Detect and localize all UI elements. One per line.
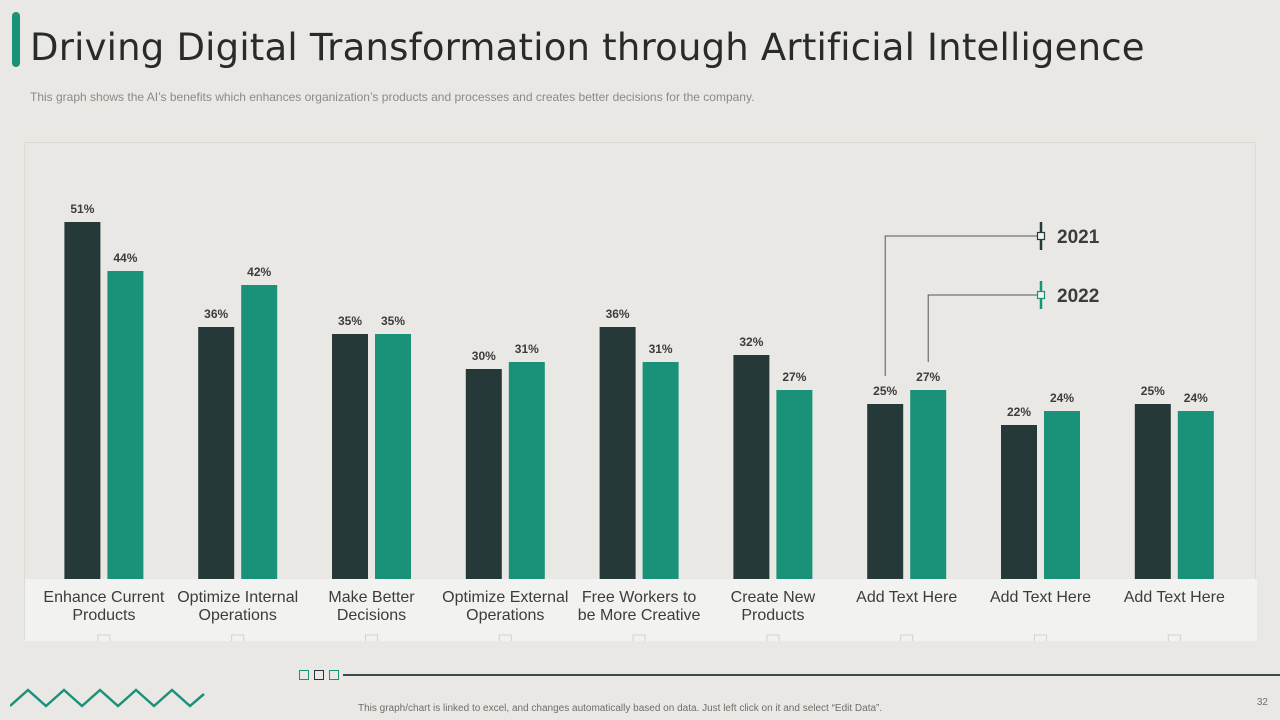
slide-subtitle: This graph shows the AI’s benefits which… [30,90,755,104]
data-label: 42% [247,265,271,279]
category-label: Optimize Internal Operations [171,589,305,625]
bar-2022[interactable] [508,362,545,579]
category-label-line: Add Text Here [1123,589,1225,606]
data-label: 31% [515,342,539,356]
category-label-line: Decisions [336,607,407,624]
bar-2022[interactable] [1177,411,1214,579]
bar-2021[interactable] [198,327,235,579]
data-label: 30% [472,349,496,363]
category-label-line: Operations [466,607,545,624]
category-label-line: Add Text Here [856,589,958,606]
data-label: 31% [649,342,673,356]
data-label: 51% [70,202,94,216]
bar-2022[interactable] [241,285,278,579]
category-label-line: Operations [198,607,277,624]
data-label: 25% [873,384,897,398]
category-label-line: Free Workers to [581,589,697,606]
data-label: 24% [1050,391,1074,405]
legend-callout-line [927,294,1041,362]
category-marker [1034,634,1047,641]
category-label: Add Text Here [840,589,974,607]
legend-marker [1036,290,1046,300]
category-marker [231,634,245,641]
category-label-line: Optimize External [442,589,569,606]
bar-2021[interactable] [465,369,502,579]
category-label-line: Make Better [328,589,415,606]
chart-panel[interactable]: 51% 44% 36% 42% 35% 35% 30% 31% 36% 31% 32% 27% 25% 2… [24,142,1257,641]
category-label-line: Add Text Here [989,589,1092,606]
category-marker [365,634,378,641]
data-label: 36% [204,307,228,321]
data-label: 35% [338,314,362,328]
data-label: 35% [381,314,405,328]
category-marker [1167,634,1181,641]
category-label-line: be More Creative [577,607,701,624]
footer-square [314,670,324,680]
zigzag-decoration [10,688,205,708]
category-marker [632,634,646,641]
category-label-line: Optimize Internal [177,589,299,606]
legend-callout-line [884,235,1041,376]
category-label: Enhance Current Products [37,589,171,625]
bar-2021[interactable] [1001,425,1037,579]
bar-2021[interactable] [332,334,368,579]
data-label: 25% [1141,384,1165,398]
legend-marker [1036,231,1046,241]
category-label: Optimize External Operations [438,589,572,625]
data-label: 44% [113,251,137,265]
footer-divider [343,674,1280,676]
category-label: Free Workers to be More Creative [572,589,706,625]
category-label-line: Products [741,607,805,624]
category-label-line: Create New [730,589,816,606]
bar-2021[interactable] [599,327,636,579]
category-marker [97,634,111,641]
bar-2022[interactable] [642,362,679,579]
category-label: Make Better Decisions [305,589,439,625]
data-label: 27% [916,370,940,384]
bar-2022[interactable] [107,271,144,579]
slide-title: Driving Digital Transformation through A… [30,26,1145,69]
data-label: 27% [782,370,806,384]
bar-2021[interactable] [64,222,101,579]
category-label: Add Text Here [1107,589,1241,607]
data-label: 22% [1007,405,1031,419]
bar-chart[interactable]: 51% 44% 36% 42% 35% 35% 30% 31% 36% 31% 32% 27% 25% 2… [25,143,1257,641]
footer-note: This graph/chart is linked to excel, and… [358,703,883,714]
bar-2022[interactable] [910,390,947,579]
bar-2022[interactable] [1044,411,1080,579]
bar-2021[interactable] [867,404,904,579]
footer-square [299,670,309,680]
category-label-line: Enhance Current [43,589,165,606]
bar-2021[interactable] [1134,404,1171,579]
category-marker [766,634,780,641]
legend-label: 2021 [1057,227,1100,248]
legend-label: 2022 [1057,286,1099,307]
bar-2022[interactable] [776,390,813,579]
data-label: 36% [606,307,630,321]
data-label: 32% [739,335,763,349]
title-accent-bar [12,12,20,67]
bar-2022[interactable] [375,334,411,579]
bar-2021[interactable] [733,355,770,579]
category-label: Create New Products [706,589,840,625]
category-marker [900,634,914,641]
data-label: 24% [1184,391,1208,405]
page-number: 32 [1256,697,1268,708]
category-marker [498,634,512,641]
category-label: Add Text Here [974,589,1108,607]
category-label-line: Products [72,607,136,624]
footer-square [329,670,339,680]
category-band [25,579,1257,641]
